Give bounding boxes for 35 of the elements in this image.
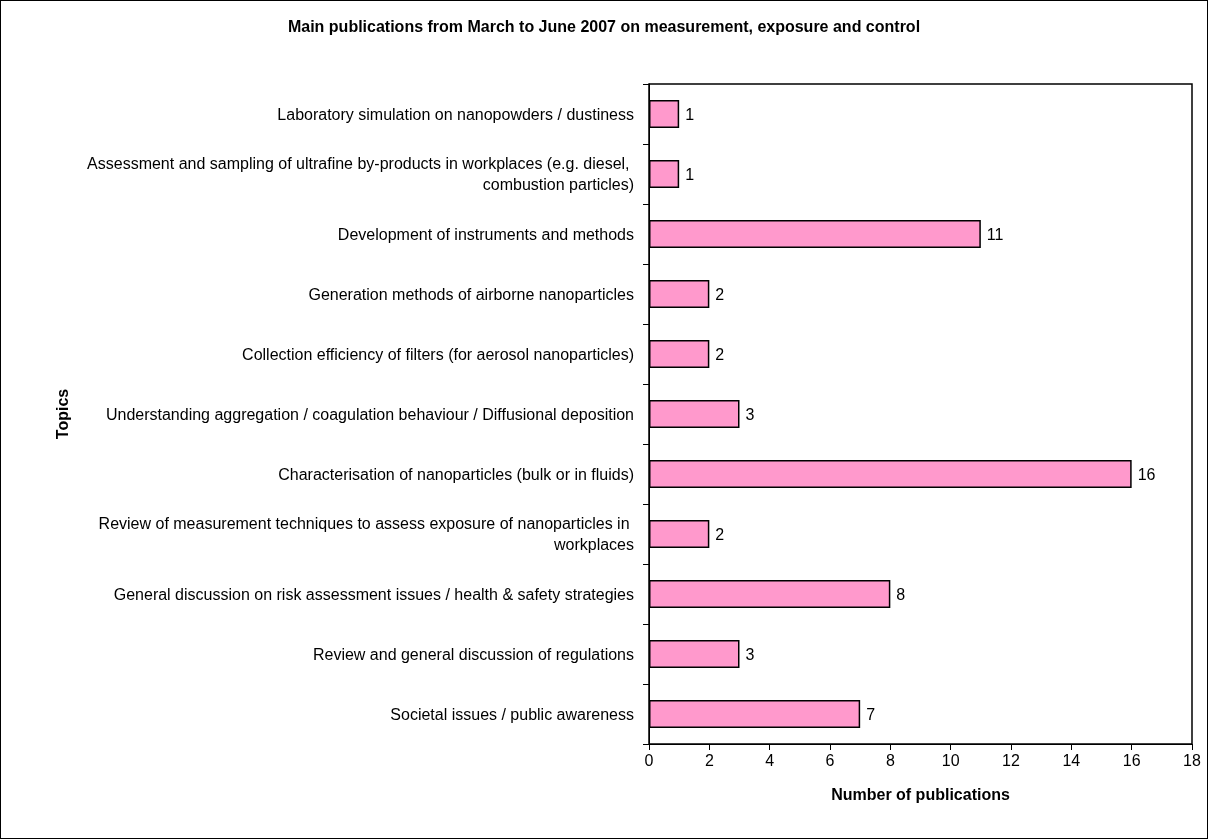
y-tick-label: Laboratory simulation on nanopowders / dustiness — [277, 105, 634, 123]
data-label: 3 — [745, 405, 755, 423]
data-label: 2 — [715, 285, 725, 303]
y-tick-label: Review and general discussion of regulations — [312, 645, 634, 663]
y-axis-title: Topics — [53, 388, 71, 440]
x-axis-title: Number of publications — [831, 785, 1010, 803]
y-tick-label: General discussion on risk assessment issues / health & safety strategies — [113, 585, 634, 603]
x-tick-label: 8 — [885, 751, 895, 769]
data-label: 11 — [986, 225, 1004, 243]
data-label: 8 — [896, 585, 906, 603]
data-label: 2 — [715, 345, 725, 363]
x-tick-label: 6 — [825, 751, 835, 769]
data-label: 2 — [715, 525, 725, 543]
data-label: 3 — [745, 645, 755, 663]
x-tick-label: 18 — [1183, 751, 1201, 769]
x-tick-label: 12 — [1002, 751, 1020, 769]
data-label: 7 — [866, 705, 876, 723]
x-tick-label: 2 — [704, 751, 714, 769]
x-tick-label: 10 — [941, 751, 960, 769]
y-tick-label: Generation methods of airborne nanoparticles — [308, 285, 634, 303]
y-tick-label: Assessment and sampling of ultrafine by-products in workplaces (e.g. diesel, combustion particles) — [87, 155, 634, 193]
data-label: 1 — [685, 105, 695, 123]
y-tick-label: Development of instruments and methods — [337, 225, 634, 243]
y-tick-label: Societal issues / public awareness — [390, 705, 634, 723]
x-tick-label: 14 — [1062, 751, 1081, 769]
x-tick-label: 0 — [644, 751, 654, 769]
x-tick-label: 4 — [765, 751, 775, 769]
y-tick-label: Review of measurement techniques to assess exposure of nanoparticles in workplaces — [98, 515, 634, 553]
chart-title: Main publications from March to June 2007 on measurement, exposure and control — [287, 17, 921, 35]
y-tick-label: Collection efficiency of filters (for aerosol nanoparticles) — [242, 345, 634, 363]
x-tick-label: 16 — [1122, 751, 1141, 769]
y-tick-label: Understanding aggregation / coagulation behaviour / Diffusional deposition — [105, 405, 634, 423]
y-tick-label: Characterisation of nanoparticles (bulk or in fluids) — [278, 465, 634, 483]
data-label: 1 — [685, 165, 695, 183]
data-label: 16 — [1137, 465, 1156, 483]
